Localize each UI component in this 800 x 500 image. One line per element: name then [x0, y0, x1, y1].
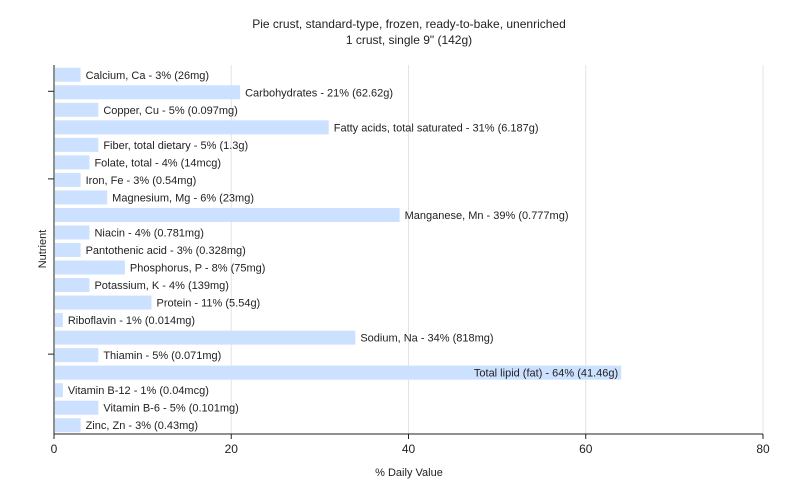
- bar-label: Protein - 11% (5.54g): [156, 298, 260, 310]
- chart-title: Pie crust, standard-type, frozen, ready-…: [252, 17, 566, 31]
- bar: [55, 207, 400, 222]
- bar-label: Sodium, Na - 34% (818mg): [360, 333, 493, 345]
- bar: [55, 365, 622, 380]
- bar-label: Calcium, Ca - 3% (26mg): [86, 70, 209, 82]
- bar-label: Potassium, K - 4% (139mg): [94, 280, 229, 292]
- bar-label: Vitamin B-12 - 1% (0.04mcg): [68, 385, 209, 397]
- bar-label: Manganese, Mn - 39% (0.777mg): [405, 210, 569, 222]
- x-tick-label: 40: [402, 442, 416, 456]
- bar: [55, 260, 125, 275]
- bar: [55, 278, 90, 293]
- bar-label: Fatty acids, total saturated - 31% (6.18…: [334, 122, 539, 134]
- bar: [55, 67, 81, 82]
- bar: [55, 137, 99, 152]
- x-tick-label: 20: [225, 442, 239, 456]
- bar-label: Copper, Cu - 5% (0.097mg): [103, 105, 238, 117]
- bar: [55, 225, 90, 240]
- bar: [55, 400, 99, 415]
- bar-label: Phosphorus, P - 8% (75mg): [130, 263, 266, 275]
- bar: [55, 102, 99, 117]
- x-tick-label: 0: [51, 442, 58, 456]
- bar: [55, 172, 81, 187]
- bar-label: Carbohydrates - 21% (62.62g): [245, 87, 393, 99]
- bar: [55, 243, 81, 257]
- bar: [55, 190, 108, 205]
- x-axis-label: % Daily Value: [375, 467, 443, 479]
- bar: [55, 313, 63, 328]
- bar-label: Thiamin - 5% (0.071mg): [103, 350, 221, 362]
- bar: [55, 383, 63, 398]
- bar: [55, 295, 152, 310]
- bar-label: Vitamin B-6 - 5% (0.101mg): [103, 403, 239, 415]
- bar-label: Zinc, Zn - 3% (0.43mg): [86, 420, 198, 432]
- bar-label: Pantothenic acid - 3% (0.328mg): [86, 245, 246, 257]
- bars: Calcium, Ca - 3% (26mg) Carbohydrates - 2…: [55, 67, 622, 433]
- bar: [55, 155, 90, 170]
- bar-label: Magnesium, Mg - 6% (23mg): [112, 192, 254, 204]
- bar: [55, 418, 81, 433]
- bar-label: Riboflavin - 1% (0.014mg): [68, 315, 195, 327]
- chart-subtitle: 1 crust, single 9" (142g): [346, 33, 472, 47]
- bar: [55, 120, 329, 135]
- x-ticks: 0 20 40 60 80: [51, 434, 770, 456]
- bar: [55, 330, 356, 345]
- x-tick-label: 80: [756, 442, 770, 456]
- bar: [55, 348, 99, 363]
- bar-label: Niacin - 4% (0.781mg): [94, 227, 203, 239]
- x-tick-label: 60: [579, 442, 593, 456]
- bar-label: Fiber, total dietary - 5% (1.3g): [103, 140, 248, 152]
- bar-label: Total lipid (fat) - 64% (41.46g): [474, 368, 618, 380]
- bar-label: Iron, Fe - 3% (0.54mg): [86, 175, 197, 187]
- bar-label: Folate, total - 4% (14mcg): [94, 157, 221, 169]
- bar: [55, 85, 241, 100]
- y-axis-label: Nutrient: [37, 230, 49, 269]
